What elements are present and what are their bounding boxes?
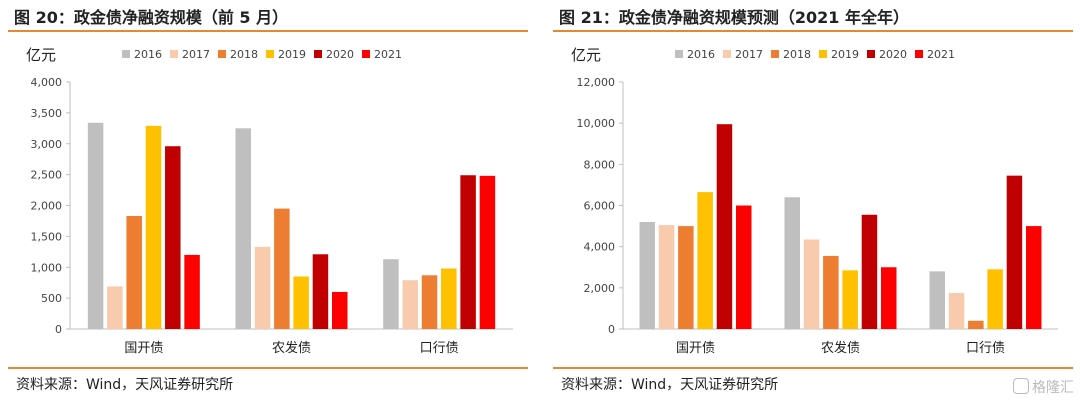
bar-2020 (460, 175, 476, 329)
y-unit-label: 亿元 (26, 46, 56, 64)
chart-panel-left: 图 20：政金债净融资规模（前 5 月） 亿元 2016 2017 2018 2019 2… (8, 0, 528, 403)
y-tick-label: 6,000 (584, 200, 616, 213)
legend-swatch (723, 50, 731, 58)
legend-label: 2017 (735, 48, 763, 61)
legend-swatch (675, 50, 683, 58)
y-tick-label: 4,000 (31, 76, 63, 89)
x-category-label: 口行债 (966, 341, 1005, 356)
bar-2021 (479, 175, 496, 329)
x-category-label: 国开债 (676, 341, 715, 356)
legend-label: 2019 (831, 48, 859, 61)
x-category-label: 口行债 (420, 341, 459, 356)
x-category-label: 国开债 (124, 341, 163, 356)
bar-2016 (639, 221, 655, 329)
bar-2018 (421, 275, 438, 329)
legend-label: 2018 (230, 48, 258, 61)
x-category-label: 农发债 (272, 340, 311, 356)
y-tick-label: 4,000 (584, 241, 616, 254)
legend-swatch (266, 50, 274, 58)
bar-2016 (235, 128, 251, 329)
bar-2021 (332, 291, 348, 329)
y-tick-label: 1,000 (31, 261, 63, 274)
chart-panel-right: 图 21：政金债净融资规模预测（2021 年全年） 亿元 2016 2017 2018… (553, 0, 1073, 403)
legend-label: 2018 (783, 48, 811, 61)
bar-chart-figure-20: 亿元 2016 2017 2018 2019 2020 2021 0 500 1,000 1,500… (26, 46, 513, 356)
bar-2018 (126, 215, 142, 329)
source-divider (8, 367, 528, 369)
bar-2018 (823, 255, 839, 329)
legend-swatch (867, 50, 875, 58)
bar-2021 (736, 205, 752, 329)
y-tick-label: 1,500 (31, 230, 63, 243)
y-tick-label: 3,000 (31, 138, 63, 151)
bar-2019 (842, 270, 858, 329)
legend-swatch (771, 50, 779, 58)
bar-2016 (784, 197, 800, 329)
bar-2017 (803, 239, 820, 329)
legend-label: 2021 (374, 48, 402, 61)
x-category-label: 农发债 (821, 340, 860, 356)
legend-swatch (819, 50, 827, 58)
legend-swatch (170, 50, 178, 58)
watermark-text: 格隆汇 (1032, 380, 1074, 396)
source-note: 资料来源：Wind，天风证券研究所 (16, 377, 234, 393)
legend-label: 2017 (182, 48, 210, 61)
legend-label: 2016 (687, 48, 715, 61)
bar-2020 (861, 214, 878, 329)
bar-2017 (107, 286, 123, 329)
bar-chart-figure-21: 亿元 2016 2017 2018 2019 2020 2021 0 2,000 4,000 6,0… (571, 46, 1058, 356)
bar-2020 (1006, 175, 1023, 329)
bar-2018 (678, 226, 694, 329)
legend-label: 2020 (326, 48, 354, 61)
bar-2019 (697, 192, 713, 329)
y-tick-label: 2,500 (31, 169, 63, 182)
watermark: 格隆汇 (1013, 377, 1074, 397)
bar-2021 (1026, 226, 1042, 329)
bar-2019 (987, 269, 1003, 329)
legend-label: 2020 (879, 48, 907, 61)
y-tick-label: 2,000 (31, 200, 63, 213)
bar-2018 (274, 208, 290, 329)
legend-swatch (314, 50, 322, 58)
bar-2021 (184, 254, 200, 329)
legend-swatch (915, 50, 923, 58)
legend-label: 2016 (134, 48, 162, 61)
bar-2017 (948, 292, 965, 329)
legend-swatch (362, 50, 370, 58)
bar-2017 (254, 246, 271, 329)
bar-2019 (145, 125, 162, 329)
bar-2017 (402, 280, 418, 329)
bar-2020 (312, 254, 329, 329)
y-tick-label: 0 (55, 323, 62, 336)
bar-2018 (968, 320, 984, 329)
bar-2016 (929, 271, 945, 329)
figure-title: 图 20：政金债净融资规模（前 5 月） (14, 8, 289, 27)
legend-label: 2019 (278, 48, 306, 61)
source-divider (553, 367, 1073, 369)
legend-swatch (218, 50, 226, 58)
y-tick-label: 2,000 (584, 282, 616, 295)
y-unit-label: 亿元 (571, 46, 601, 64)
legend-swatch (122, 50, 130, 58)
bar-2019 (293, 276, 309, 329)
gelonghui-logo-icon (1013, 378, 1029, 394)
bar-2021 (881, 267, 897, 329)
source-note: 资料来源：Wind，天风证券研究所 (561, 377, 779, 393)
y-tick-label: 500 (41, 292, 62, 305)
y-tick-label: 8,000 (584, 158, 616, 171)
bar-2020 (716, 124, 733, 329)
y-tick-label: 10,000 (577, 117, 616, 130)
title-divider (553, 30, 1073, 32)
y-tick-label: 12,000 (577, 76, 616, 89)
y-tick-label: 0 (608, 323, 615, 336)
figure-title: 图 21：政金债净融资规模预测（2021 年全年） (559, 8, 909, 27)
bar-2020 (165, 146, 181, 329)
bar-2016 (87, 122, 104, 329)
legend-label: 2021 (927, 48, 955, 61)
bar-2019 (441, 268, 457, 329)
title-divider (8, 30, 528, 32)
y-tick-label: 3,500 (31, 107, 63, 120)
bar-2016 (383, 259, 399, 329)
bar-2017 (658, 225, 675, 329)
